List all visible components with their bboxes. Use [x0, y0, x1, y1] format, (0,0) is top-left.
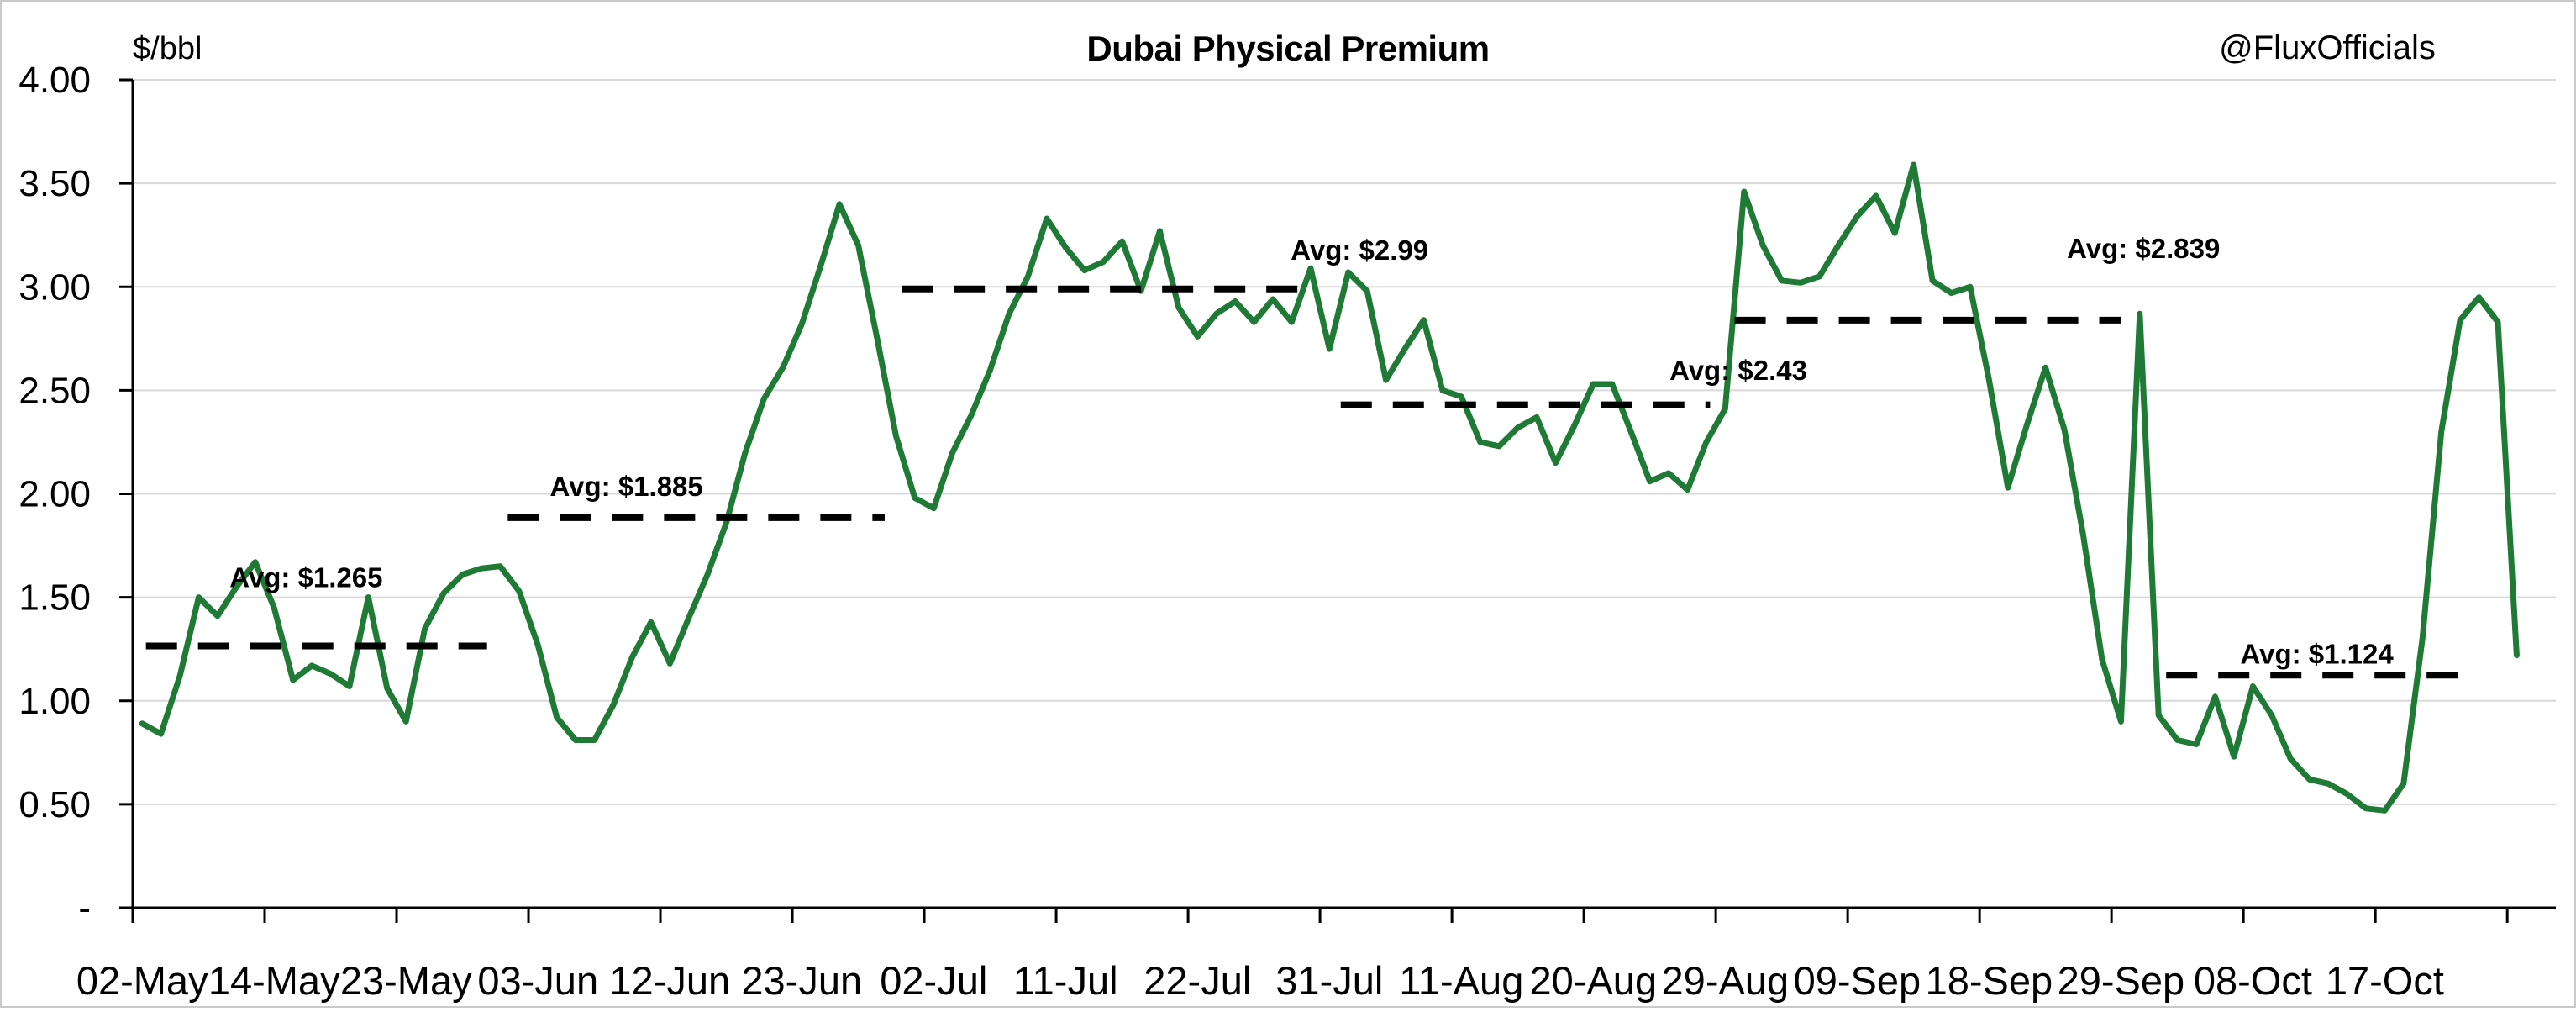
x-tick-label: 23-May: [340, 958, 472, 1003]
average-label: Avg: $2.99: [1291, 235, 1428, 266]
x-tick-label: 22-Jul: [1143, 958, 1251, 1003]
x-tick-label: 18-Sep: [1926, 958, 2053, 1003]
average-label: Avg: $2.43: [1669, 355, 1807, 386]
y-tick-label: 1.00: [18, 681, 91, 722]
x-tick-label: 11-Jul: [1013, 958, 1118, 1003]
x-tick-label: 17-Oct: [2326, 958, 2444, 1003]
x-tick-label: 31-Jul: [1275, 958, 1383, 1003]
x-tick-label: 02-May: [76, 958, 208, 1003]
chart-title: Dubai Physical Premium: [1086, 29, 1489, 68]
x-tick-label: 02-Jul: [880, 958, 987, 1003]
x-tick-label: 08-Oct: [2194, 958, 2312, 1003]
x-tick-label: 14-May: [208, 958, 340, 1003]
price-line: [139, 161, 2520, 814]
y-tick-label: 2.50: [18, 370, 91, 411]
x-tick-label: 23-Jun: [741, 958, 862, 1003]
y-tick-labels-layer: 4.00 3.50 3.00 2.50 2.00 1.50 1.00 0.50 -: [18, 60, 91, 929]
average-label: Avg: $1.885: [550, 471, 703, 502]
series-layer: [139, 161, 2520, 814]
average-label: Avg: $2.839: [2067, 233, 2220, 264]
x-tick-labels-layer: 02-May 14-May 23-May 03-Jun 12-Jun 23-Jun 02-J…: [76, 958, 2444, 1003]
watermark-handle: @FluxOfficials: [2219, 29, 2436, 66]
average-label: Avg: $1.124: [2241, 638, 2395, 669]
x-tick-label: 29-Aug: [1662, 958, 1790, 1003]
x-tick-label: 09-Sep: [1794, 958, 1921, 1003]
average-label: Avg: $1.265: [229, 561, 382, 593]
y-tick-label: 3.50: [18, 163, 91, 204]
x-tick-label: 29-Sep: [2058, 958, 2185, 1003]
y-tick-label: 0.50: [18, 784, 91, 825]
average-labels-layer: Avg: $1.265 Avg: $1.885 Avg: $2.99 Avg: $2.…: [229, 233, 2394, 670]
x-tick-label: 20-Aug: [1530, 958, 1658, 1003]
y-tick-label: 2.00: [18, 474, 91, 515]
y-tick-label: 1.50: [18, 577, 91, 619]
x-tick-label: 11-Aug: [1399, 958, 1523, 1003]
y-tick-label: 3.00: [18, 266, 91, 308]
x-tick-label: 03-Jun: [477, 958, 598, 1003]
y-tick-label: -: [78, 888, 91, 929]
y-tick-label: 4.00: [18, 60, 91, 101]
y-axis-units-label: $/bbl: [133, 31, 202, 66]
axes-layer: [119, 78, 2556, 923]
average-lines-layer: [145, 285, 2463, 679]
x-tick-label: 12-Jun: [609, 958, 730, 1003]
